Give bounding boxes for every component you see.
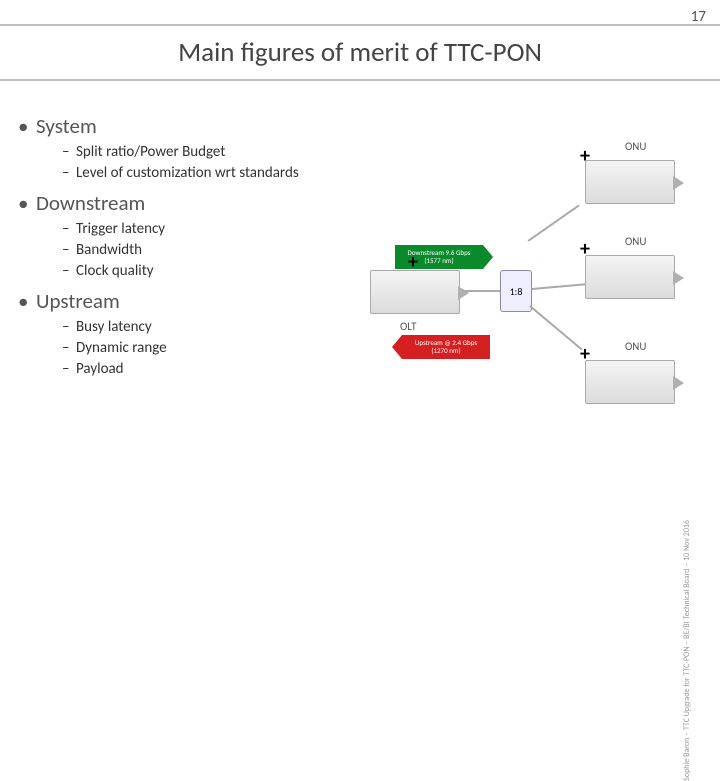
onu-module [585, 160, 675, 204]
olt-label: OLT [400, 320, 416, 333]
title-bar: Main figures of merit of TTC-PON [0, 24, 720, 81]
onu-label: ONU [625, 340, 646, 353]
bullet-system: System [14, 113, 354, 139]
fiber-line [462, 290, 500, 292]
sub-item: Level of customization wrt standards [62, 164, 354, 182]
fiber-line [530, 305, 583, 350]
sub-item: Clock quality [62, 262, 354, 280]
bullet-upstream: Upstream [14, 288, 354, 314]
sub-item: Split ratio/Power Budget [62, 143, 354, 161]
olt-module [370, 270, 460, 314]
onu-module [585, 255, 675, 299]
slide-title: Main figures of merit of TTC-PON [0, 36, 720, 69]
sub-item: Payload [62, 360, 354, 378]
sub-item: Bandwidth [62, 241, 354, 259]
fiber-line [532, 283, 586, 289]
onu-label: ONU [625, 140, 646, 153]
sub-item: Trigger latency [62, 220, 354, 238]
bullet-content: System Split ratio/Power Budget Level of… [14, 105, 354, 381]
bullet-downstream: Downstream [14, 190, 354, 216]
sub-item: Busy latency [62, 318, 354, 336]
sub-item: Dynamic range [62, 339, 354, 357]
splitter: 1:8 [500, 270, 532, 312]
network-diagram: Downstream 9.6 Gbps (1577 nm) + OLT Upst… [380, 110, 680, 430]
onu-module [585, 360, 675, 404]
upstream-arrow: Upstream @ 2.4 Gbps (1270 nm) [402, 335, 490, 359]
fiber-line [528, 205, 580, 242]
onu-label: ONU [625, 235, 646, 248]
side-credit: Sophie Baron – TTC Upgrade for TTC-PON –… [682, 520, 692, 781]
